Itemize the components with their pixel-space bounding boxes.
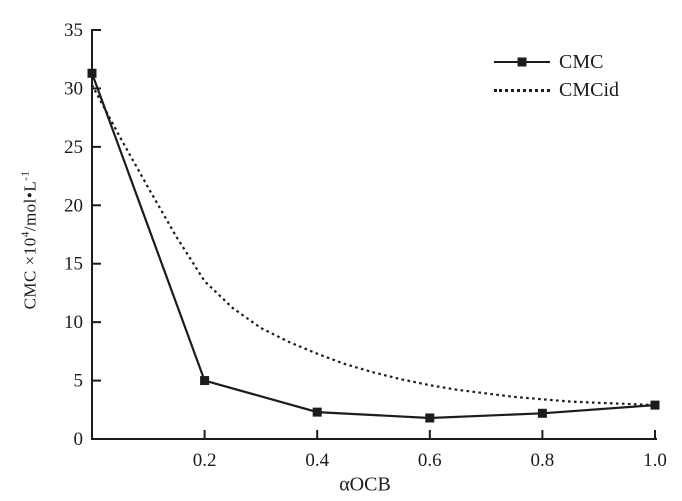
data-point-marker-cmc xyxy=(87,68,97,78)
legend-dotted-line-icon xyxy=(494,88,550,92)
data-point-marker-cmc xyxy=(312,407,322,417)
y-axis-title-sup-1: -1 xyxy=(19,170,32,181)
legend: CMC CMCid xyxy=(494,50,619,106)
x-tick-label: 0.8 xyxy=(531,450,555,471)
legend-label-cmcid: CMCid xyxy=(559,79,620,101)
y-tick-label: 30 xyxy=(64,78,83,99)
series-line-cmcid xyxy=(91,84,656,407)
y-tick-label: 20 xyxy=(64,195,83,216)
x-tick-label: 0.2 xyxy=(193,450,217,471)
data-point-marker-cmc xyxy=(537,408,547,418)
legend-label-cmc: CMC xyxy=(559,51,604,73)
y-tick-label: 10 xyxy=(64,312,83,333)
x-tick-label: 1.0 xyxy=(643,450,667,471)
y-tick-label: 25 xyxy=(64,137,83,158)
data-point-marker-cmc xyxy=(650,400,660,410)
legend-item-cmc: CMC xyxy=(494,50,619,74)
data-point-marker-cmc xyxy=(200,376,210,386)
legend-item-cmcid: CMCid xyxy=(494,78,619,102)
x-tick-label: 0.6 xyxy=(418,450,442,471)
y-tick-label: 15 xyxy=(64,254,83,275)
legend-solid-line-icon xyxy=(494,57,550,67)
y-tick-label: 35 xyxy=(64,20,83,41)
y-tick-label: 5 xyxy=(74,371,84,392)
y-axis-title-sup4: 4 xyxy=(19,231,32,238)
legend-square-marker-icon xyxy=(517,57,527,67)
y-axis-title-text: CMC ×10 xyxy=(20,237,40,310)
y-axis-title-units: /mol•L xyxy=(20,180,40,232)
y-axis-title: CMC ×104/mol•L-1 xyxy=(20,171,41,310)
x-tick-label: 0.4 xyxy=(305,450,329,471)
y-tick-label: 0 xyxy=(74,429,84,450)
series-line-cmc xyxy=(90,72,656,420)
x-axis-title: αOCB xyxy=(339,473,391,496)
data-point-marker-cmc xyxy=(425,413,435,423)
